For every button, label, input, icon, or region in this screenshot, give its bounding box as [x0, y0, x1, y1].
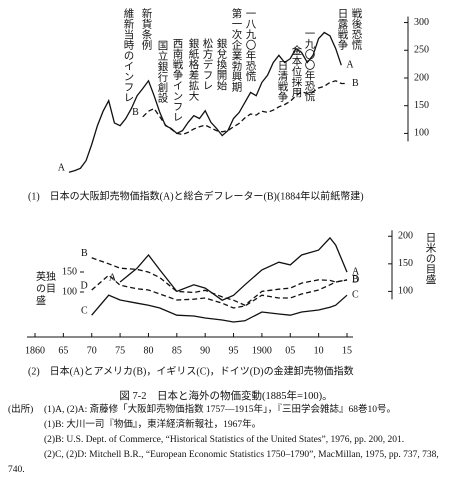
x-tick-label: 10	[314, 345, 324, 356]
x-tick-label: 05	[285, 345, 295, 356]
series-label: A	[58, 163, 66, 174]
series-line	[91, 294, 348, 323]
annotation: 金本位採用	[291, 44, 302, 98]
series-label: D	[80, 280, 87, 291]
source: (2)C, (2)D: Mitchell B.R., “European Eco…	[8, 450, 439, 475]
annotation: 銀紙格差拡大	[188, 37, 199, 102]
y2-tick-label: 150	[62, 266, 77, 277]
x-tick-label: 85	[172, 345, 182, 356]
series-label: B	[352, 78, 359, 89]
x-tick-label: 1860	[25, 345, 45, 356]
annotation: 戦後恐慌	[351, 7, 362, 51]
annotation: 日露戦争	[337, 8, 348, 51]
annotation: 国立銀行創設	[157, 40, 168, 104]
chart-caption: (1) 日本の大阪卸売物価指数(A)と総合デフレーター(B)(1884年以前紙幣…	[28, 189, 364, 202]
source: (1)A, (2)A: 斎藤修「大阪卸売物価指数 1757—1915年」，『三田…	[44, 405, 397, 415]
x-tick-label: 70	[87, 345, 97, 356]
x-tick-label: 75	[115, 345, 125, 356]
chart-caption: (2) 日本(A)とアメリカ(B)，イギリス(C)，ドイツ(D)の金建卸売物価指…	[28, 364, 354, 377]
annotation: 日清戦争	[277, 60, 288, 103]
series-line	[68, 31, 342, 173]
series-line	[91, 274, 348, 309]
sources-label: (出所)	[8, 405, 34, 415]
series-label: D	[352, 274, 359, 285]
x-tick-label: 15	[342, 345, 352, 356]
series-label: B	[81, 248, 88, 259]
series-label: C	[352, 289, 359, 300]
annotation: 維新当時のインフレ	[123, 7, 134, 102]
series-label: A	[109, 272, 117, 283]
annotation: 銀兌換開始	[216, 37, 227, 91]
annotation: 一八九〇年恐慌	[245, 8, 256, 82]
annotation: 一九〇〇年恐慌	[304, 28, 315, 102]
y2-axis-title: 英独の目盛	[36, 272, 56, 307]
source: (2)B: U.S. Dept. of Commerce, “Historica…	[44, 435, 405, 445]
series-line	[142, 80, 347, 136]
series-line	[119, 236, 348, 301]
series-label: A	[352, 266, 360, 277]
x-tick-label: 95	[229, 345, 239, 356]
series-label: B	[132, 107, 139, 118]
annotation: 新貨条例	[141, 7, 152, 51]
y-tick-label: 200	[414, 72, 429, 83]
annotation: 第一次企業勃興期	[231, 7, 242, 93]
source: (1)B: 大川一司『物価』，東洋経済新報社，1967年。	[44, 420, 262, 430]
series-label: B	[352, 274, 359, 285]
y-tick-label: 150	[398, 258, 413, 269]
y-tick-label: 250	[414, 45, 429, 56]
x-tick-label: 65	[58, 345, 68, 356]
y-tick-label: 100	[414, 128, 429, 139]
series-label: A	[346, 60, 354, 71]
series-line	[91, 257, 348, 306]
y-tick-label: 300	[414, 17, 429, 28]
series-label: C	[81, 305, 88, 316]
y-tick-label: 150	[414, 100, 429, 111]
x-tick-label: 80	[143, 345, 153, 356]
y2-tick-label: 100	[62, 286, 77, 297]
y-tick-label: 100	[398, 286, 413, 297]
y-axis-title: 日米の目盛	[425, 232, 436, 285]
x-tick-label: 1900	[252, 345, 272, 356]
figure-title: 図 7-2 日本と海外の物価変動(1885年=100)。	[119, 391, 333, 402]
x-tick-label: 90	[200, 345, 210, 356]
sources: (出所) (1)A, (2)A: 斎藤修「大阪卸売物価指数 1757—1915年…	[8, 403, 446, 478]
y-tick-label: 200	[398, 231, 413, 242]
annotation: 松方デフレ	[202, 37, 213, 90]
annotation: 西南戦争インフレ	[172, 38, 183, 122]
